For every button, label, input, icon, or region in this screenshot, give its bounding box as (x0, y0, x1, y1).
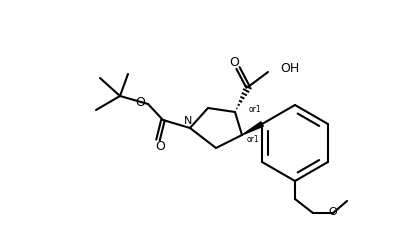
Text: OH: OH (280, 61, 299, 74)
Text: N: N (184, 116, 192, 126)
Text: O: O (135, 95, 145, 109)
Text: or1: or1 (249, 104, 261, 113)
Text: O: O (229, 57, 239, 70)
Text: O: O (155, 141, 165, 153)
Text: or1: or1 (247, 135, 260, 144)
Polygon shape (242, 122, 263, 135)
Text: O: O (329, 207, 337, 217)
